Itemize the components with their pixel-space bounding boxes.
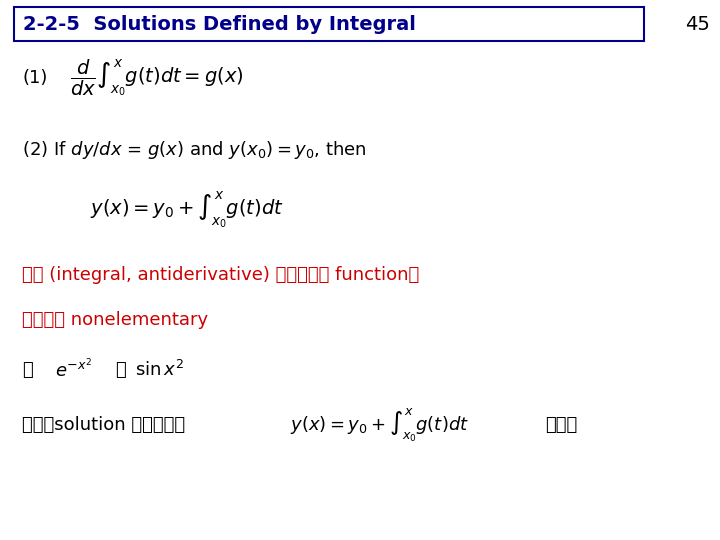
Text: 被稱作是 nonelementary: 被稱作是 nonelementary — [22, 311, 208, 329]
Text: (2) If $\mathit{dy/dx}$ = $g(x)$ and $y(x_0) = y_0$, then: (2) If $\mathit{dy/dx}$ = $g(x)$ and $y(… — [22, 139, 366, 161]
Text: (1): (1) — [22, 69, 48, 87]
Text: $\dfrac{d}{dx}\int_{x_0}^{x} g\left(t\right)dt = g\left(x\right)$: $\dfrac{d}{dx}\int_{x_0}^{x} g\left(t\ri… — [70, 58, 243, 98]
FancyBboxPatch shape — [14, 7, 644, 41]
Text: 45: 45 — [685, 15, 710, 34]
Text: $y\left(x\right) = y_0 + \int_{x_0}^{x} g\left(t\right)dt$: $y\left(x\right) = y_0 + \int_{x_0}^{x} … — [90, 190, 284, 230]
Text: 此時，solution 就可以寫成: 此時，solution 就可以寫成 — [22, 416, 185, 434]
Text: 如: 如 — [22, 361, 32, 379]
Text: 2-2-5  Solutions Defined by Integral: 2-2-5 Solutions Defined by Integral — [23, 15, 416, 33]
Text: 積分 (integral, antiderivative) 難以計算的 function，: 積分 (integral, antiderivative) 難以計算的 func… — [22, 266, 419, 284]
Text: $y\left(x\right) = y_0 + \int_{x_0}^{x} g\left(t\right)dt$: $y\left(x\right) = y_0 + \int_{x_0}^{x} … — [290, 407, 469, 443]
Text: $e^{-x^2}$: $e^{-x^2}$ — [55, 358, 92, 382]
Text: $\sin x^2$: $\sin x^2$ — [135, 360, 184, 380]
Text: ，: ， — [115, 361, 126, 379]
Text: 的型態: 的型態 — [545, 416, 577, 434]
